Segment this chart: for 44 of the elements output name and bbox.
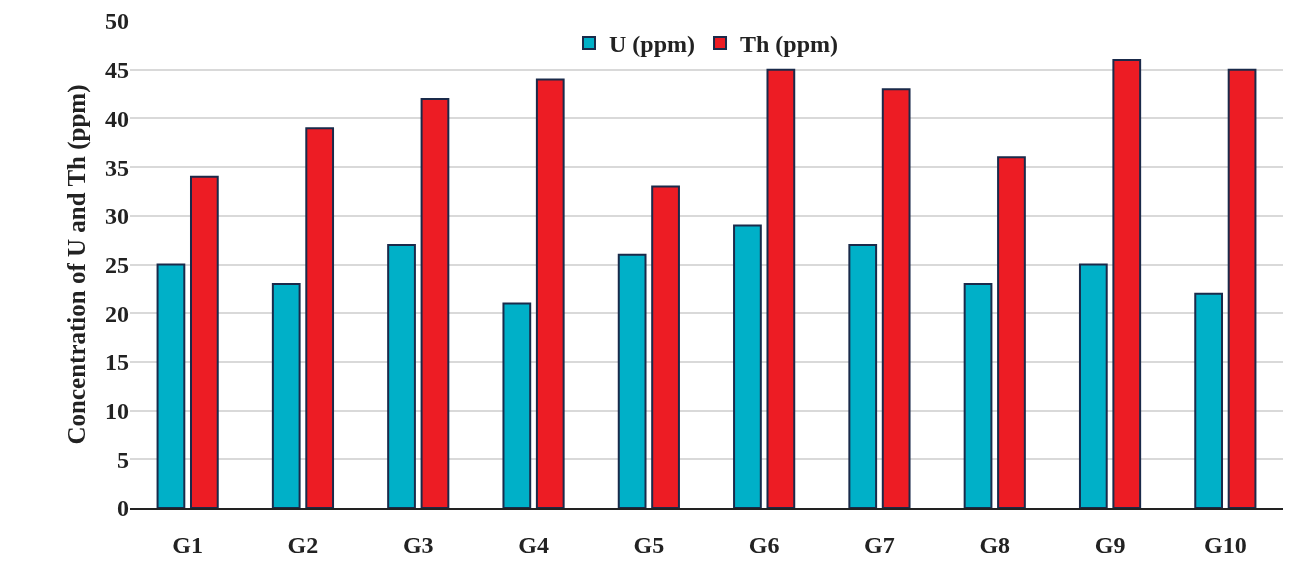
bar <box>881 88 911 508</box>
x-tick-label: G7 <box>864 531 895 558</box>
y-tick-label: 35 <box>105 154 129 181</box>
bar <box>1078 263 1108 508</box>
bar <box>997 156 1026 508</box>
bar <box>305 127 335 508</box>
y-tick-label: 30 <box>105 203 129 230</box>
y-tick-label: 10 <box>105 398 129 424</box>
bar <box>420 97 450 508</box>
x-tick-label: G9 <box>1094 531 1126 558</box>
y-tick-label: 25 <box>105 251 129 278</box>
x-tick-label: G5 <box>633 531 665 558</box>
bar <box>1112 58 1142 508</box>
x-tick-label: G10 <box>1204 531 1247 558</box>
bar <box>1227 68 1257 508</box>
bar <box>502 302 532 508</box>
y-tick-label: 40 <box>105 105 129 132</box>
bar <box>617 253 647 508</box>
bar <box>535 78 565 508</box>
x-tick-label: G4 <box>518 531 549 558</box>
x-tick-label: G1 <box>172 531 203 558</box>
y-axis-title: Concentration of U and Th (ppm) <box>62 84 91 445</box>
bar <box>848 244 878 508</box>
y-tick-label: 15 <box>105 349 129 376</box>
bar <box>1194 292 1224 508</box>
legend-label: Th (ppm) <box>740 31 839 58</box>
bar <box>651 185 680 508</box>
y-tick-label: 0 <box>117 495 129 522</box>
x-tick-label: G6 <box>748 531 780 558</box>
bar <box>271 282 301 508</box>
x-tick-label: G8 <box>979 531 1011 558</box>
bar <box>733 224 762 508</box>
y-tick-label: 5 <box>117 446 129 473</box>
bar <box>766 68 796 508</box>
bar <box>963 282 993 508</box>
bar <box>156 263 186 508</box>
bar <box>189 175 219 508</box>
y-tick-label: 20 <box>105 300 129 327</box>
x-tick-label: G3 <box>402 531 434 558</box>
x-tick-label: G2 <box>287 531 319 558</box>
bar <box>387 244 416 508</box>
y-tick-label: 45 <box>105 57 129 84</box>
y-tick-label: 50 <box>105 8 129 35</box>
legend-label: U (ppm) <box>609 31 696 58</box>
